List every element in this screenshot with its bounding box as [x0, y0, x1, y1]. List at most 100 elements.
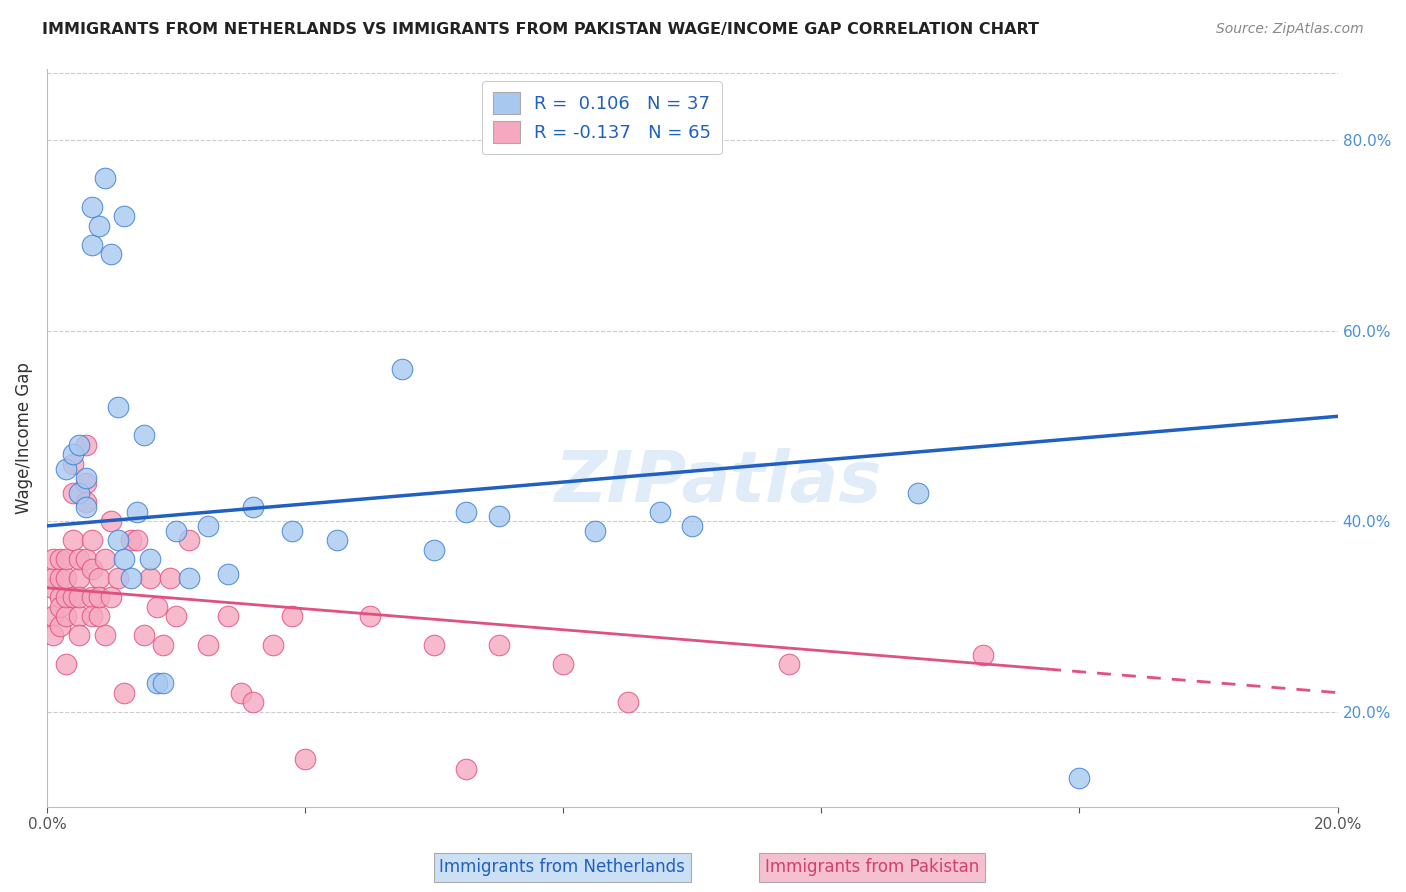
Point — [217, 609, 239, 624]
Point — [55, 461, 77, 475]
Point — [152, 676, 174, 690]
Point — [87, 219, 110, 233]
Point — [262, 638, 284, 652]
Text: Source: ZipAtlas.com: Source: ZipAtlas.com — [1216, 22, 1364, 37]
Point — [423, 638, 446, 652]
Point — [49, 552, 72, 566]
Point — [42, 628, 65, 642]
Point — [159, 571, 181, 585]
Point — [488, 638, 510, 652]
Point — [242, 695, 264, 709]
Point — [67, 552, 90, 566]
Point — [49, 591, 72, 605]
Point — [80, 533, 103, 548]
Point — [456, 762, 478, 776]
Point — [49, 571, 72, 585]
Point — [177, 533, 200, 548]
Y-axis label: Wage/Income Gap: Wage/Income Gap — [15, 362, 32, 514]
Point — [80, 609, 103, 624]
Point — [55, 552, 77, 566]
Point — [80, 591, 103, 605]
Point — [112, 686, 135, 700]
Point — [281, 524, 304, 538]
Point — [585, 524, 607, 538]
Point — [294, 752, 316, 766]
Point — [112, 209, 135, 223]
Point — [75, 500, 97, 514]
Point — [456, 505, 478, 519]
Point — [62, 447, 84, 461]
Point — [67, 485, 90, 500]
Point — [391, 361, 413, 376]
Point — [107, 400, 129, 414]
Point — [49, 619, 72, 633]
Point — [217, 566, 239, 581]
Point — [62, 533, 84, 548]
Point — [152, 638, 174, 652]
Point — [423, 542, 446, 557]
Point — [55, 591, 77, 605]
Point — [139, 571, 162, 585]
Point — [165, 609, 187, 624]
Point — [120, 571, 142, 585]
Point — [67, 609, 90, 624]
Point — [107, 571, 129, 585]
Point — [488, 509, 510, 524]
Point — [67, 571, 90, 585]
Point — [42, 552, 65, 566]
Point — [94, 628, 117, 642]
Point — [100, 514, 122, 528]
Point — [67, 591, 90, 605]
Point — [75, 471, 97, 485]
Text: ZIPatlas: ZIPatlas — [554, 448, 882, 516]
Point — [42, 609, 65, 624]
Point — [49, 599, 72, 614]
Point — [75, 552, 97, 566]
Point — [177, 571, 200, 585]
Point — [359, 609, 381, 624]
Text: Immigrants from Pakistan: Immigrants from Pakistan — [765, 858, 979, 876]
Point — [94, 552, 117, 566]
Point — [648, 505, 671, 519]
Point — [87, 609, 110, 624]
Point — [907, 485, 929, 500]
Point — [197, 519, 219, 533]
Point — [87, 591, 110, 605]
Point — [132, 428, 155, 442]
Point — [80, 562, 103, 576]
Point — [94, 171, 117, 186]
Point — [165, 524, 187, 538]
Point — [553, 657, 575, 671]
Point — [145, 599, 167, 614]
Point — [145, 676, 167, 690]
Text: Immigrants from Netherlands: Immigrants from Netherlands — [440, 858, 685, 876]
Point — [55, 609, 77, 624]
Point — [112, 552, 135, 566]
Point — [75, 438, 97, 452]
Point — [62, 457, 84, 471]
Point — [100, 247, 122, 261]
Point — [616, 695, 638, 709]
Point — [281, 609, 304, 624]
Point — [62, 485, 84, 500]
Point — [139, 552, 162, 566]
Point — [681, 519, 703, 533]
Point — [778, 657, 800, 671]
Point — [1069, 772, 1091, 786]
Point — [107, 533, 129, 548]
Point — [127, 505, 149, 519]
Point — [229, 686, 252, 700]
Legend: R =  0.106   N = 37, R = -0.137   N = 65: R = 0.106 N = 37, R = -0.137 N = 65 — [482, 81, 723, 154]
Point — [55, 571, 77, 585]
Point — [80, 237, 103, 252]
Point — [75, 495, 97, 509]
Point — [120, 533, 142, 548]
Point — [242, 500, 264, 514]
Point — [80, 200, 103, 214]
Point — [100, 591, 122, 605]
Point — [127, 533, 149, 548]
Point — [972, 648, 994, 662]
Text: IMMIGRANTS FROM NETHERLANDS VS IMMIGRANTS FROM PAKISTAN WAGE/INCOME GAP CORRELAT: IMMIGRANTS FROM NETHERLANDS VS IMMIGRANT… — [42, 22, 1039, 37]
Point — [75, 475, 97, 490]
Point — [67, 628, 90, 642]
